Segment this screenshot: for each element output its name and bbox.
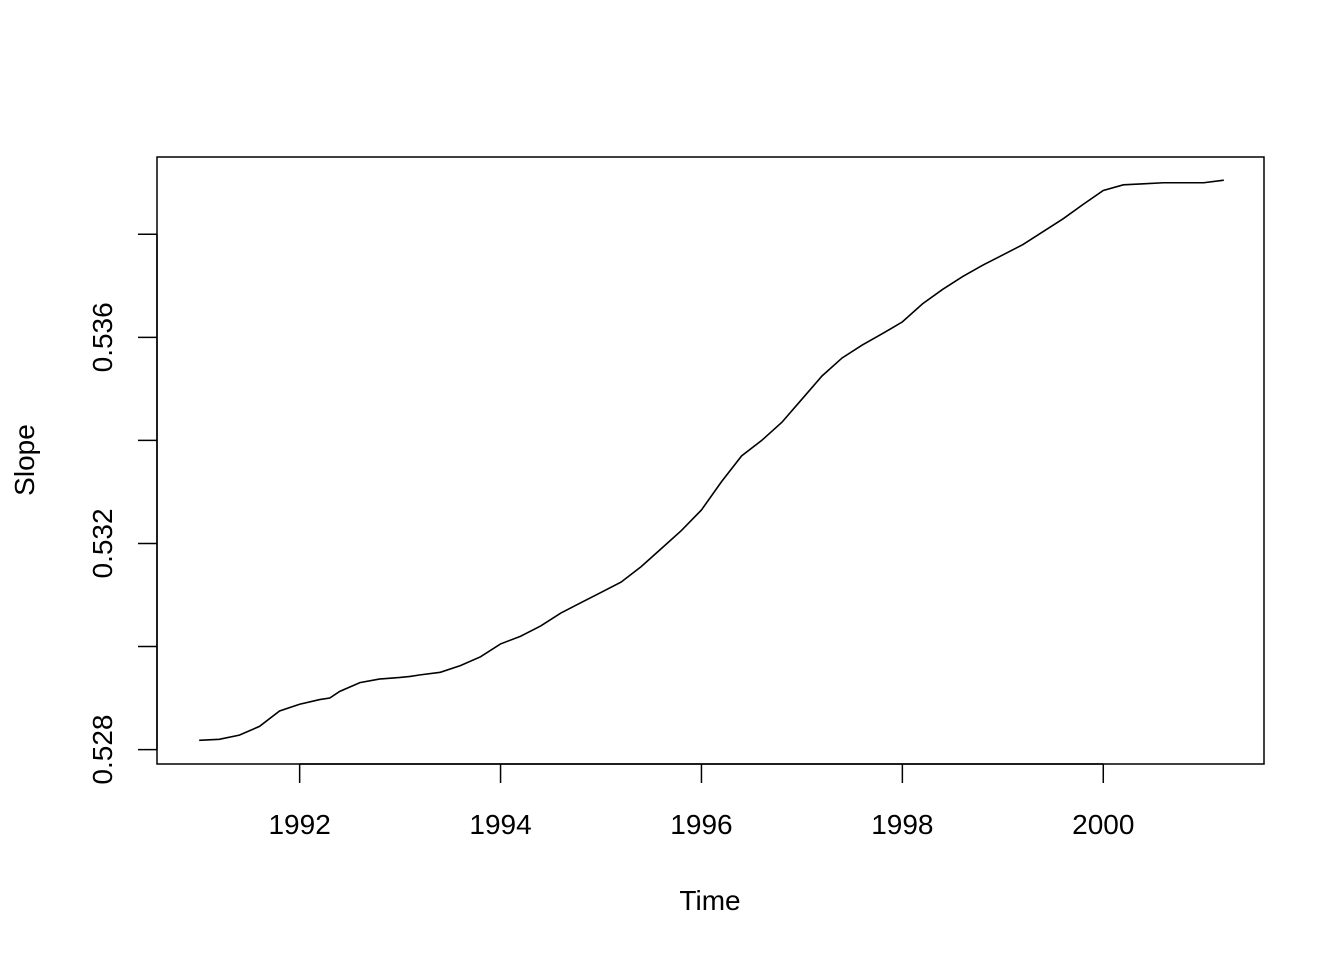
x-axis: 1992 1994 1996 1998 2000 [268, 763, 1134, 840]
x-tick-label: 2000 [1072, 809, 1134, 840]
x-tick-label: 1996 [670, 809, 732, 840]
x-tick-label: 1998 [871, 809, 933, 840]
y-tick-label: 0.536 [87, 302, 118, 372]
x-tick-label: 1994 [469, 809, 531, 840]
y-axis: 0.528 0.532 0.536 [87, 233, 158, 785]
y-tick-label: 0.532 [87, 508, 118, 578]
y-tick-label: 0.528 [87, 715, 118, 785]
y-axis-label: Slope [9, 424, 40, 496]
x-tick-label: 1992 [268, 809, 330, 840]
x-axis-label: Time [679, 885, 740, 916]
series-line [199, 179, 1224, 742]
plot-frame [156, 156, 1265, 765]
